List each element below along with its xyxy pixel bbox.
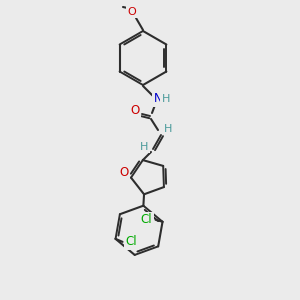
Text: O: O (130, 104, 140, 118)
Text: H: H (164, 124, 172, 134)
Text: N: N (154, 92, 162, 106)
Text: H: H (162, 94, 170, 104)
Text: H: H (140, 142, 148, 152)
Text: O: O (128, 7, 136, 17)
Text: Cl: Cl (141, 213, 152, 226)
Text: O: O (119, 166, 129, 179)
Text: Cl: Cl (126, 236, 137, 248)
